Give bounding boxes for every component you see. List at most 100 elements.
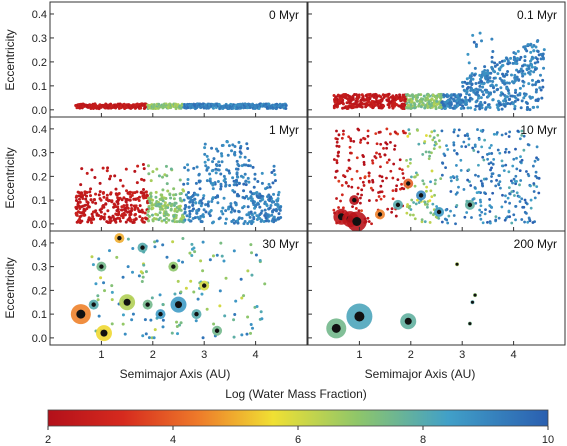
planetesimal-point [107, 215, 111, 219]
embryo-core [171, 264, 176, 269]
planetesimal-point [521, 79, 525, 83]
colorbar-tick-label: 10 [542, 434, 554, 446]
planetesimal-point [514, 147, 517, 151]
planetesimal-point [232, 183, 236, 187]
planetesimal-point [142, 263, 146, 267]
planetesimal-point [231, 106, 235, 110]
planetesimal-point [486, 80, 490, 84]
planetesimal-point [486, 157, 489, 161]
planetesimal-point [86, 220, 90, 224]
planetesimal-point [105, 197, 109, 201]
planetesimal-point [512, 55, 516, 59]
planetesimal-point [525, 102, 529, 106]
planetesimal-point [426, 205, 429, 209]
planetesimal-point [269, 203, 273, 207]
planetesimal-point [521, 84, 525, 88]
planetesimal-point [538, 86, 542, 90]
planetesimal-point [446, 148, 450, 151]
planetesimal-point [424, 97, 428, 101]
planetesimal-point [488, 221, 492, 225]
planetesimal-point [408, 213, 412, 217]
planetesimal-point [507, 150, 511, 154]
planetesimal-point [116, 205, 120, 209]
planetesimal-point [91, 215, 95, 219]
planetesimal-point [211, 160, 215, 164]
planetesimal-point [490, 60, 494, 64]
planetesimal-point [480, 145, 484, 149]
planetesimal-point [459, 168, 463, 172]
x-tick-label: 2 [150, 349, 156, 361]
planetesimal-point [202, 194, 206, 198]
planetesimal-point [470, 216, 473, 219]
planetesimal-point [210, 146, 214, 150]
planetesimal-point [113, 174, 117, 178]
planetesimal-point [273, 179, 277, 183]
planetesimal-point [499, 93, 503, 97]
planetesimal-point [211, 254, 215, 258]
planetesimal-point [146, 164, 150, 168]
planetesimal-point [334, 100, 338, 104]
planetesimal-point [191, 198, 195, 202]
panel-0-1-myr: 0.1 Myr [307, 1, 566, 118]
y-tick-label: 0.2 [32, 57, 47, 69]
planetesimal-point [192, 166, 196, 170]
planetesimal-point [164, 216, 168, 220]
planetesimal-point [516, 98, 520, 102]
planetesimal-point [222, 179, 226, 183]
planetesimal-point [480, 106, 484, 110]
planetesimal-point [489, 91, 493, 95]
planetesimal-point [206, 202, 210, 206]
planetesimal-point [237, 140, 241, 144]
planetesimal-point [78, 215, 82, 219]
planetesimal-point [508, 192, 512, 195]
planetesimal-point [417, 93, 421, 97]
planetesimal-point [199, 204, 203, 208]
planetesimal-point [532, 105, 536, 109]
planetesimal-point [434, 142, 438, 146]
planetesimal-point [91, 210, 95, 214]
planetesimal-point [218, 304, 222, 308]
planetesimal-point [394, 131, 398, 135]
planetesimal-point [208, 172, 212, 176]
planetesimal-point [248, 220, 252, 224]
planetesimal-point [242, 204, 246, 208]
planetesimal-point [109, 191, 113, 195]
planetesimal-point [479, 129, 483, 133]
planetesimal-point [244, 183, 248, 187]
planetesimal-point [495, 131, 499, 134]
planetesimal-point [479, 204, 483, 208]
planetesimal-point [496, 72, 500, 76]
planetesimal-point [395, 103, 399, 107]
planetesimal-point [375, 151, 378, 155]
planetesimal-point [461, 80, 465, 84]
planetesimal-point [497, 101, 501, 105]
planetesimal-point [246, 222, 250, 226]
planetesimal-point [479, 217, 483, 221]
planetesimal-point [523, 220, 526, 224]
planetesimal-point [516, 129, 520, 133]
planetesimal-point [233, 145, 237, 149]
planetesimal-point [467, 98, 471, 102]
planetesimal-point [250, 222, 254, 226]
planetesimal-point [186, 196, 190, 200]
planetesimal-point [270, 171, 274, 175]
planetesimal-point [332, 208, 336, 212]
planetesimal-point [258, 259, 262, 263]
planetesimal-point [413, 103, 417, 107]
planetesimal-point [265, 214, 269, 218]
planetesimal-point [362, 155, 365, 158]
planetesimal-point [379, 197, 383, 201]
planetesimal-point [384, 93, 388, 97]
planetesimal-point [459, 107, 463, 111]
y-tick-label: 0.3 [32, 148, 47, 160]
planetesimal-point [267, 219, 271, 223]
planetesimal-point [526, 43, 530, 47]
planetesimal-point [474, 100, 478, 104]
planetesimal-point [134, 212, 138, 216]
planetesimal-point [263, 208, 267, 212]
planetesimal-point [131, 221, 135, 225]
planetesimal-point [502, 102, 506, 106]
planetesimal-point [160, 175, 164, 179]
planetesimal-point [505, 81, 509, 85]
planetesimal-point [192, 290, 196, 294]
